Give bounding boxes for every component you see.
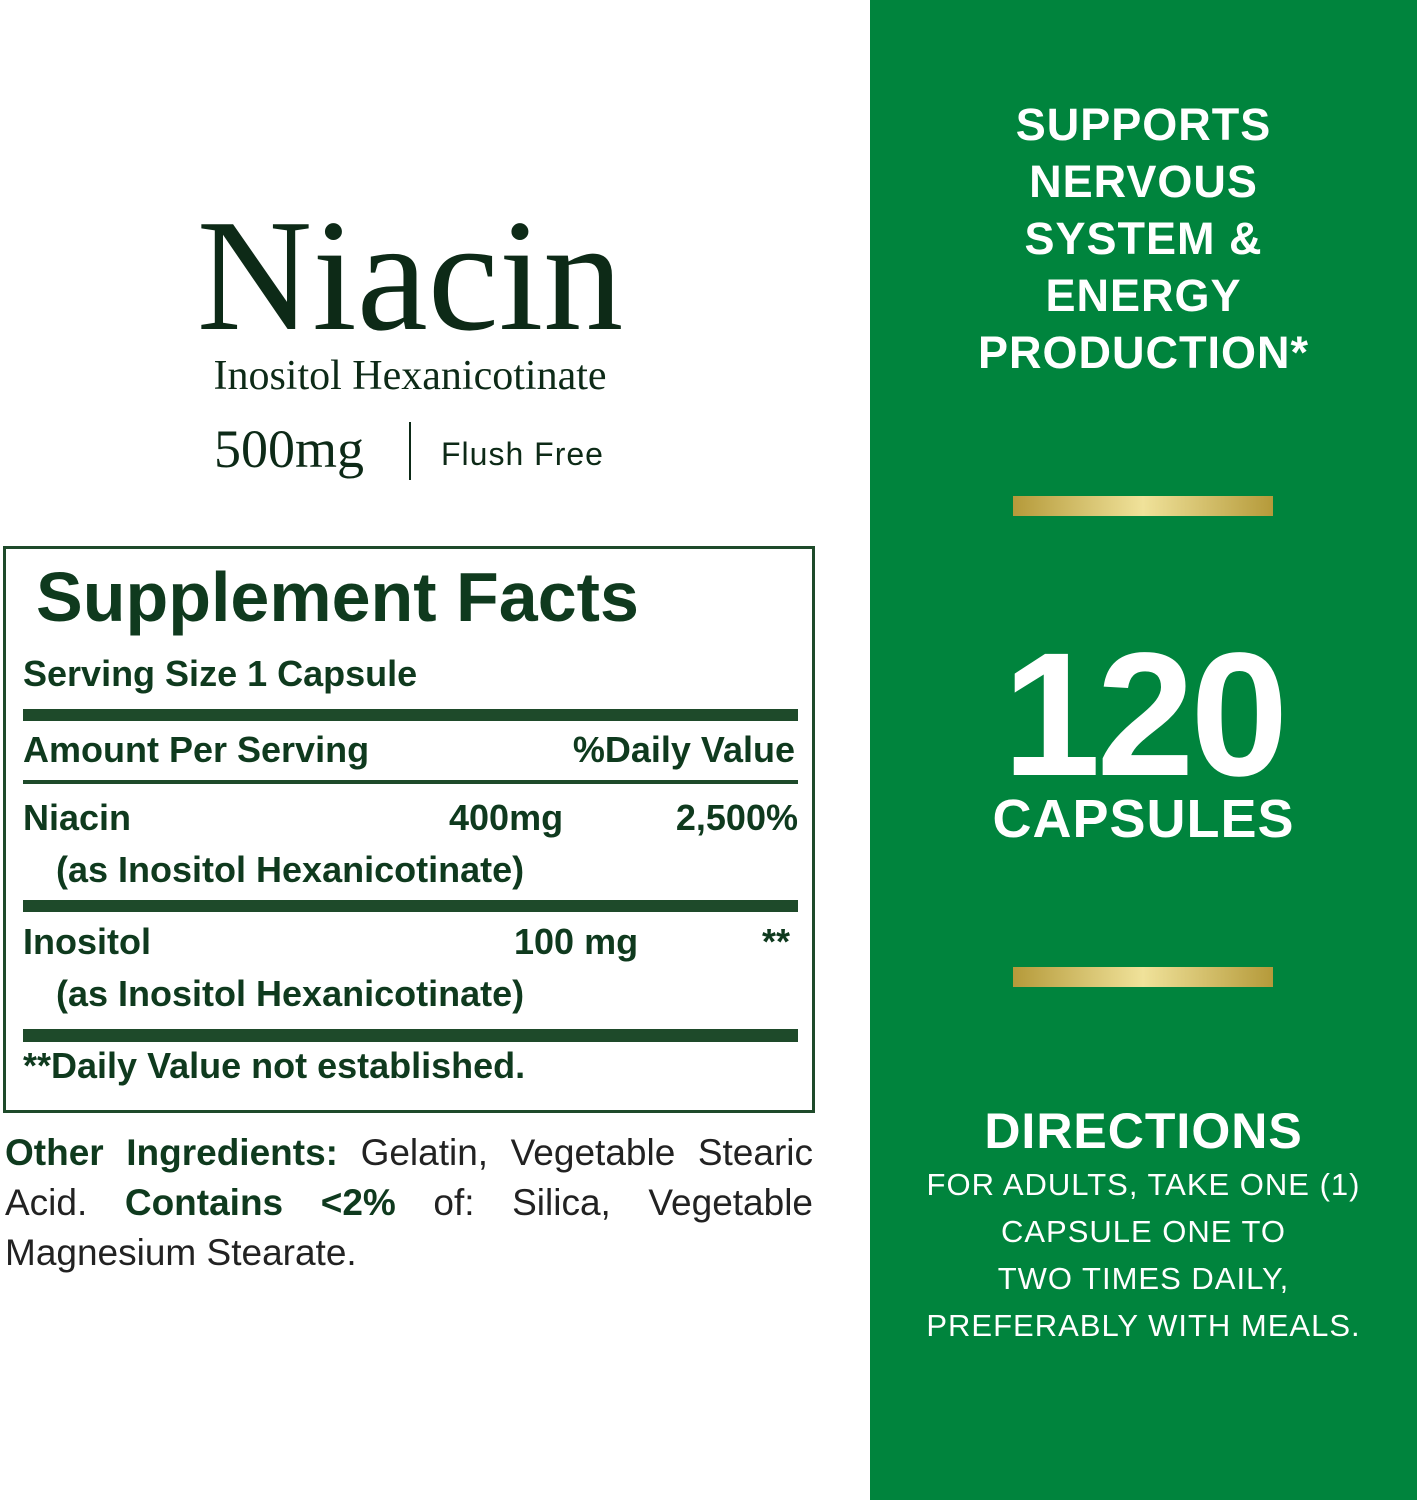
nutrient-amount: 400mg — [449, 797, 564, 838]
nutrient-daily-value: ** — [761, 921, 790, 962]
serving-size: Serving Size 1 Capsule — [23, 653, 418, 694]
label: Contains <2% — [124, 1182, 396, 1223]
benefit: SUPPORTS NERVOUS SYSTEM & ENERGY PRODUCTION* — [870, 96, 1417, 381]
text-line: PRODUCTION* — [977, 327, 1309, 378]
product-strength: 500mg — [214, 419, 365, 479]
rule — [23, 1029, 798, 1042]
capsule-count: 120 — [1002, 617, 1289, 813]
rule — [23, 900, 798, 912]
product-feature: Flush Free — [441, 436, 604, 472]
text-line: PREFERABLY WITH MEALS. — [926, 1308, 1361, 1343]
gold-bar — [1013, 967, 1273, 987]
column-header: %Daily Value — [572, 729, 795, 770]
capsule-unit: CAPSULES — [992, 789, 1295, 849]
text: Gelatin, Vegetable Stearic Acid. — [5, 1132, 813, 1223]
directions-title: DIRECTIONS — [984, 1103, 1303, 1159]
side-panel: SUPPORTS NERVOUS SYSTEM & ENERGY PRODUCTION*… — [870, 0, 1417, 1500]
column-header: Amount Per Serving — [23, 729, 370, 770]
product-form: Inositol Hexanicotinate — [213, 353, 607, 399]
directions-text: FOR ADULTS, TAKE ONE (1) CAPSULE ONE TO TW… — [870, 1161, 1417, 1349]
facts-title: Supplement Facts — [36, 558, 639, 636]
text-line: TWO TIMES DAILY, — [997, 1261, 1290, 1296]
nutrient-source: (as Inositol Hexanicotinate) — [56, 973, 525, 1014]
nutrient-daily-value: 2,500% — [675, 797, 798, 838]
rule — [23, 709, 798, 721]
text-line: ENERGY — [1045, 270, 1242, 321]
text: of: Silica, Vegetable Magnesium Stearate… — [5, 1182, 814, 1273]
rule — [23, 780, 798, 784]
nutrient-amount: 100 mg — [514, 921, 639, 962]
footnote: **Daily Value not established. — [23, 1045, 526, 1086]
nutrient-name: Inositol — [23, 921, 151, 962]
gold-bar — [1013, 496, 1273, 516]
other-ingredients: Other Ingredients: Gelatin, Vegetable St… — [5, 1128, 813, 1278]
supplement-facts: Supplement Facts Serving Size 1 Capsule … — [3, 546, 815, 1113]
text-line: SYSTEM & — [1024, 213, 1263, 264]
divider — [409, 422, 411, 480]
text-line: CAPSULE ONE TO — [1000, 1214, 1287, 1249]
nutrient-source: (as Inositol Hexanicotinate) — [56, 849, 525, 890]
nutrient-name: Niacin — [23, 797, 132, 838]
text-line: NERVOUS — [1029, 156, 1258, 207]
text-line: SUPPORTS — [1015, 99, 1272, 150]
label: Other Ingredients: — [5, 1132, 338, 1173]
product-name: Niacin — [196, 186, 624, 364]
text-line: FOR ADULTS, TAKE ONE (1) — [926, 1167, 1361, 1202]
